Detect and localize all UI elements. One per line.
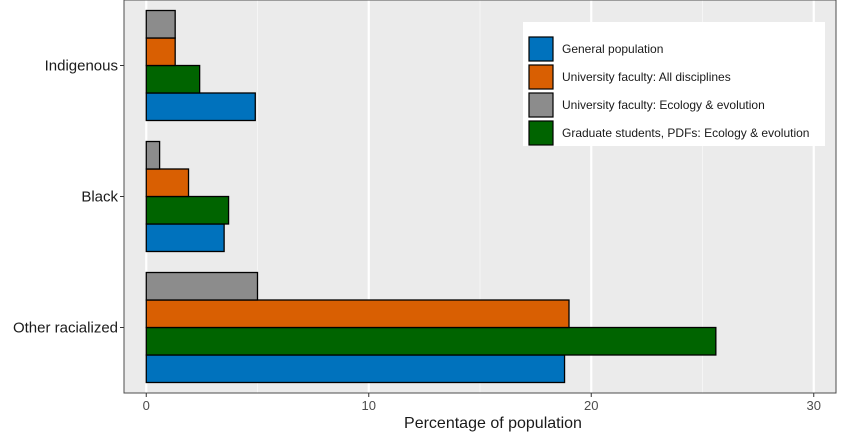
- bar: [145, 37, 176, 67]
- bar: [145, 195, 230, 225]
- x-tick-label: 30: [807, 398, 821, 413]
- bar: [145, 64, 201, 94]
- bar: [145, 92, 256, 122]
- legend-label: General population: [562, 42, 663, 56]
- bar: [145, 140, 161, 170]
- bar: [145, 168, 190, 198]
- bar: [145, 299, 570, 329]
- bar: [145, 271, 259, 301]
- y-tick-label: Black: [81, 189, 118, 206]
- y-axis: Indigenous Black Other racialized: [13, 58, 124, 337]
- bar: [145, 223, 225, 253]
- legend-background: [523, 22, 825, 146]
- bar: [145, 9, 176, 39]
- y-tick-label: Other racialized: [13, 320, 118, 337]
- bars: [145, 9, 717, 384]
- legend-key: [528, 36, 554, 62]
- legend-key: [528, 92, 554, 118]
- x-tick-label: 0: [143, 398, 150, 413]
- legend: General population University faculty: Al…: [523, 22, 825, 146]
- y-tick-label: Indigenous: [45, 58, 118, 75]
- bar: [145, 354, 566, 384]
- bar: [145, 326, 717, 356]
- x-axis: 0 10 20 30: [143, 393, 821, 413]
- legend-key: [528, 64, 554, 90]
- legend-label: University faculty: Ecology & evolution: [562, 98, 765, 112]
- x-tick-label: 10: [362, 398, 376, 413]
- legend-key: [528, 120, 554, 146]
- legend-label: University faculty: All disciplines: [562, 70, 731, 84]
- legend-label: Graduate students, PDFs: Ecology & evolu…: [562, 126, 809, 140]
- x-axis-title: Percentage of population: [404, 415, 582, 432]
- x-tick-label: 20: [584, 398, 598, 413]
